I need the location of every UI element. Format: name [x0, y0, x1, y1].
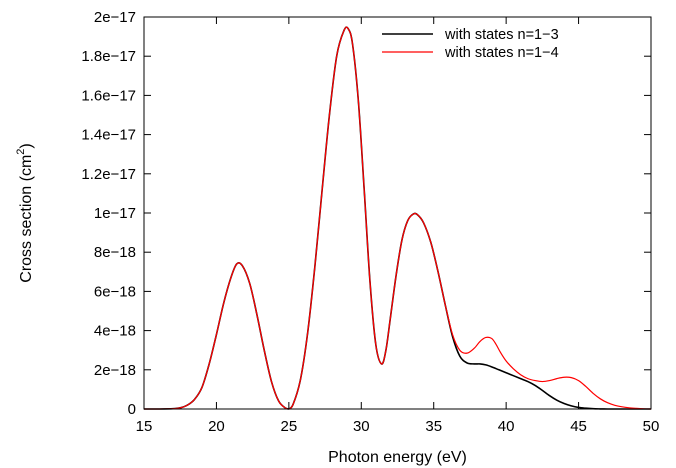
series-line-1 — [144, 26, 651, 410]
y-tick-label: 1e−17 — [94, 205, 136, 222]
legend-label-1: with states n=1−3 — [444, 27, 559, 43]
y-tick-label: 2e−18 — [94, 362, 136, 379]
series-line-2 — [144, 26, 652, 410]
y-tick-label: 1.4e−17 — [81, 127, 136, 144]
y-tick-label: 4e−18 — [94, 323, 136, 340]
x-tick-label: 25 — [281, 418, 298, 435]
plot-frame — [143, 16, 652, 410]
y-axis-label-close: ) — [18, 143, 35, 148]
legend-label-2: with states n=1−4 — [444, 45, 559, 61]
y-axis-label-superscript: 2 — [15, 149, 27, 155]
y-tick-label: 1.8e−17 — [81, 48, 136, 65]
x-tick-label: 45 — [570, 418, 587, 435]
y-tick-label: 6e−18 — [94, 283, 136, 300]
x-axis-label: Photon energy (eV) — [328, 449, 467, 466]
y-tick-label: 0 — [128, 401, 136, 418]
x-tick-label: 15 — [136, 418, 153, 435]
axis-ticks — [143, 16, 652, 410]
x-tick-label: 50 — [643, 418, 660, 435]
plot-lines — [144, 26, 652, 410]
x-tick-label: 40 — [498, 418, 515, 435]
x-tick-label: 20 — [208, 418, 225, 435]
y-axis-label: Cross section (cm2) — [15, 143, 35, 282]
y-tick-label: 1.2e−17 — [81, 166, 136, 183]
axis-tick-labels: 15 20 25 30 35 40 45 50 0 2e−18 4e−18 6e−18 8e−18 1e−… — [81, 9, 659, 435]
y-tick-label: 2e−17 — [94, 9, 136, 26]
y-tick-label: 8e−18 — [94, 244, 136, 261]
y-tick-label: 1.6e−17 — [81, 87, 136, 104]
legend: with states n=1−3 with states n=1−4 — [382, 27, 559, 61]
x-tick-label: 35 — [425, 418, 442, 435]
x-tick-label: 30 — [353, 418, 370, 435]
y-axis-label-main: Cross section (cm — [18, 155, 35, 283]
